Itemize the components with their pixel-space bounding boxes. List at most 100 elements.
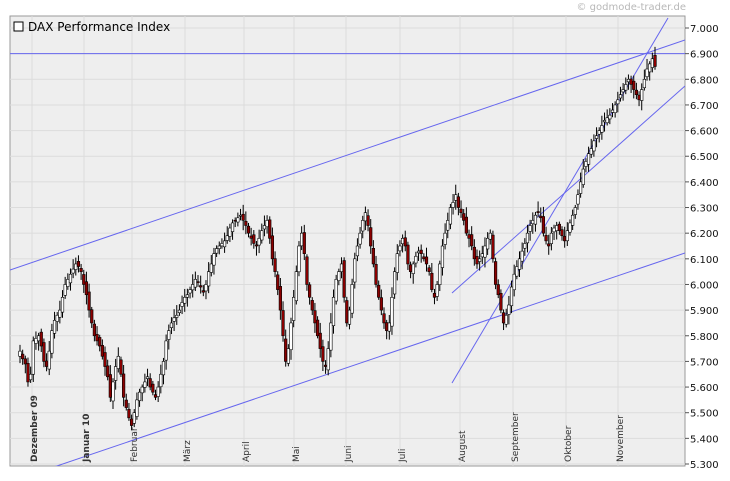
candle-body — [215, 248, 219, 254]
candle-body — [252, 234, 256, 244]
candle-body — [462, 213, 466, 221]
candle-body — [507, 304, 511, 315]
candle-body — [114, 366, 118, 381]
candle-body — [66, 279, 70, 287]
y-tick-label: 6.800 — [690, 75, 719, 86]
candle-body — [201, 290, 205, 293]
candle-body — [209, 263, 213, 273]
candle-body — [400, 238, 405, 245]
candle-body — [39, 331, 43, 347]
candle-body — [238, 214, 243, 217]
y-tick-label: 6.000 — [690, 280, 719, 291]
y-tick-label: 6.400 — [690, 178, 719, 189]
candle-body — [44, 360, 49, 367]
candle-body — [632, 80, 636, 90]
candle-body — [422, 256, 426, 260]
candle-body — [47, 350, 51, 370]
candle-body — [560, 229, 564, 237]
candle-body — [472, 246, 476, 260]
candle-body — [621, 89, 625, 93]
candle-body — [172, 317, 176, 322]
candle-body — [323, 364, 328, 367]
candle-body — [95, 334, 99, 342]
legend-swatch — [13, 21, 24, 32]
candle-body — [382, 313, 386, 324]
candle-body — [374, 264, 378, 285]
candle-body — [533, 214, 538, 225]
legend: DAX Performance Index — [13, 20, 170, 34]
candle-body — [509, 286, 514, 307]
month-label: Juni — [344, 445, 354, 463]
candle-body — [626, 78, 631, 83]
candle-body — [313, 310, 317, 324]
candle-body — [42, 342, 46, 362]
candle-body — [196, 281, 200, 283]
candle-body — [557, 223, 561, 231]
candle-body — [385, 322, 389, 331]
candle-body — [326, 348, 330, 371]
candle-body — [584, 161, 588, 167]
candle-body — [76, 261, 81, 267]
candle-body — [281, 310, 285, 337]
candle-body — [610, 109, 615, 113]
candle-body — [634, 89, 639, 95]
candle-body — [129, 418, 134, 426]
candle-body — [629, 78, 633, 85]
candle-body — [92, 323, 96, 337]
candle-body — [29, 373, 33, 381]
candle-body — [305, 256, 309, 285]
candle-body — [515, 266, 519, 277]
candle-body — [308, 284, 312, 298]
candle-body — [589, 148, 593, 155]
candle-body — [262, 225, 267, 230]
candle-body — [74, 263, 78, 270]
candle-body — [353, 258, 357, 283]
candle-body — [406, 244, 410, 265]
candle-body — [68, 273, 73, 284]
candle-body — [470, 234, 474, 247]
candle-body — [177, 309, 182, 314]
candle-body — [212, 253, 216, 266]
candle-body — [87, 291, 91, 311]
candle-body — [127, 408, 131, 419]
candle-body — [36, 335, 41, 342]
candle-body — [276, 274, 280, 290]
candle-body — [549, 232, 553, 244]
candle-body — [58, 309, 62, 318]
candle-body — [220, 243, 224, 247]
candle-body — [605, 117, 609, 124]
candle-body — [613, 104, 617, 114]
y-tick-label: 6.200 — [690, 229, 719, 240]
candle-body — [366, 215, 370, 226]
candle-body — [600, 125, 604, 133]
candle-body — [355, 245, 360, 257]
y-tick-label: 5.500 — [690, 409, 719, 420]
candle-body — [398, 245, 402, 252]
candle-body — [153, 394, 158, 398]
y-tick-label: 6.300 — [690, 204, 719, 215]
candle-body — [334, 279, 338, 302]
candle-body — [151, 383, 155, 393]
candle-body — [71, 268, 75, 274]
candle-body — [435, 284, 439, 297]
candle-body — [403, 237, 407, 247]
candle-body — [225, 235, 229, 241]
trendline — [55, 252, 685, 466]
candle-body — [467, 234, 471, 239]
candle-body — [236, 217, 240, 223]
candle-body — [390, 296, 394, 327]
candle-body — [369, 227, 373, 247]
candle-body — [337, 271, 341, 281]
candle-body — [18, 350, 22, 357]
candle-body — [602, 120, 607, 123]
candle-body — [387, 322, 391, 332]
candle-body — [233, 219, 237, 222]
candle-body — [642, 78, 646, 89]
candle-body — [478, 258, 482, 262]
candle-body — [568, 222, 572, 233]
candle-body — [499, 292, 503, 311]
candle-body — [443, 232, 447, 245]
candle-body — [576, 194, 580, 205]
candle-body — [448, 207, 453, 225]
candle-body — [161, 361, 166, 376]
